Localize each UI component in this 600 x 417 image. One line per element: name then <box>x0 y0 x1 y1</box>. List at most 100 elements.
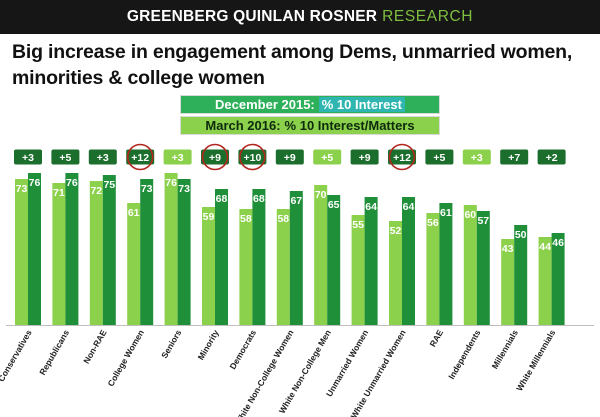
bar-dec-12 <box>463 205 477 325</box>
category-label-12: Independents <box>446 328 482 381</box>
change-label-10: +12 <box>393 152 411 164</box>
bar-mar-11 <box>439 203 453 325</box>
bar-dec-1 <box>52 183 66 325</box>
legend-march-label: March 2016: <box>205 118 281 133</box>
change-label-3: +12 <box>131 152 149 164</box>
category-label-4: Seniors <box>159 328 183 360</box>
legend-march: March 2016: % 10 Interest/Matters <box>180 116 440 135</box>
change-badge-14 <box>537 149 566 165</box>
change-badge-3 <box>126 149 155 165</box>
bar-mar-9 <box>364 197 378 325</box>
bar-mar-5 <box>215 189 228 325</box>
bar-mar-label-8: 65 <box>328 199 340 211</box>
header-banner: GREENBERG QUINLAN ROSNER RESEARCH <box>0 0 600 34</box>
change-badge-12 <box>462 149 491 165</box>
bar-mar-label-10: 64 <box>403 201 415 213</box>
change-badge-1 <box>51 149 80 165</box>
change-badge-2 <box>88 149 117 165</box>
bar-mar-7 <box>289 191 303 325</box>
highlight-circle-6 <box>239 143 266 171</box>
change-label-11: +5 <box>433 152 445 164</box>
category-label-1: Republicans <box>37 328 71 377</box>
bar-dec-label-12: 60 <box>464 209 476 221</box>
brand-accent: RESEARCH <box>382 8 474 25</box>
bar-dec-label-8: 70 <box>315 189 327 201</box>
highlight-circle-10 <box>388 143 416 171</box>
bar-dec-4 <box>164 173 178 325</box>
brand-name: GREENBERG QUINLAN ROSNER <box>126 8 378 25</box>
bar-dec-6 <box>239 209 253 325</box>
change-label-8: +5 <box>321 152 333 164</box>
category-label-9: Unmarried Women <box>324 328 370 398</box>
bar-dec-label-1: 71 <box>53 187 65 199</box>
chart-title: Big increase in engagement among Dems, u… <box>12 41 573 89</box>
bar-dec-11 <box>426 213 440 325</box>
bar-mar-3 <box>140 179 154 325</box>
bar-mar-14 <box>551 233 565 325</box>
category-label-5: Minority <box>196 328 221 362</box>
bar-dec-label-13: 43 <box>502 243 514 255</box>
category-label-6: Democrats <box>228 328 259 371</box>
bar-mar-12 <box>476 211 490 325</box>
bar-mar-label-14: 46 <box>552 237 564 249</box>
bar-mar-label-2: 75 <box>103 179 115 191</box>
bar-mar-label-0: 76 <box>29 177 41 189</box>
category-label-0: Conservatives <box>0 328 34 384</box>
change-badge-10 <box>388 149 416 165</box>
bar-dec-label-5: 59 <box>203 211 215 223</box>
change-label-6: +10 <box>243 152 261 164</box>
category-label-11: RAE <box>427 328 445 349</box>
change-badge-7 <box>275 149 304 165</box>
legend-december-label: December 2015: <box>215 97 315 112</box>
bar-mar-label-5: 68 <box>216 193 228 205</box>
bar-dec-label-7: 58 <box>277 213 289 225</box>
bar-dec-label-2: 72 <box>90 185 102 197</box>
bar-mar-2 <box>102 175 116 325</box>
highlight-circle-3 <box>126 143 154 171</box>
change-label-12: +3 <box>471 152 483 164</box>
bar-mar-label-4: 73 <box>178 183 190 195</box>
change-badge-5 <box>201 149 229 165</box>
bar-mar-label-6: 68 <box>253 193 265 205</box>
category-label-14: White Millennials <box>514 328 557 393</box>
bar-dec-3 <box>127 203 141 325</box>
change-badge-9 <box>350 149 379 165</box>
change-badge-0 <box>14 149 42 165</box>
bar-dec-2 <box>89 181 103 325</box>
category-label-2: Non-RAE <box>81 328 108 366</box>
bar-dec-label-3: 61 <box>128 207 140 219</box>
bar-dec-9 <box>351 215 365 325</box>
bar-mar-label-3: 73 <box>141 183 153 195</box>
bar-mar-6 <box>252 189 266 325</box>
bar-mar-label-1: 76 <box>66 177 78 189</box>
bar-dec-5 <box>202 207 215 325</box>
bar-dec-14 <box>538 237 552 325</box>
change-label-4: +3 <box>172 152 184 164</box>
bar-mar-label-7: 67 <box>290 195 302 207</box>
change-label-5: +9 <box>209 152 221 164</box>
bar-mar-label-9: 64 <box>365 201 377 213</box>
legend-december: December 2015: % 10 Interest <box>180 95 440 114</box>
change-badge-11 <box>425 149 454 165</box>
bar-dec-label-6: 58 <box>240 213 252 225</box>
bar-dec-label-4: 76 <box>165 177 177 189</box>
bar-dec-label-14: 44 <box>539 241 551 253</box>
change-label-2: +3 <box>97 152 109 164</box>
highlight-circle-5 <box>201 143 229 171</box>
change-badge-4 <box>163 149 192 165</box>
change-badge-6 <box>238 149 267 165</box>
bar-mar-8 <box>327 195 341 325</box>
bar-mar-label-13: 50 <box>515 229 527 241</box>
category-label-13: Millennials <box>490 328 521 371</box>
bar-dec-label-11: 56 <box>427 217 439 229</box>
legend-december-suffix: % 10 Interest <box>318 97 405 112</box>
bar-dec-7 <box>276 209 290 325</box>
change-label-9: +9 <box>359 152 371 164</box>
change-label-7: +9 <box>284 152 296 164</box>
change-label-1: +5 <box>59 152 71 164</box>
bar-dec-8 <box>314 185 328 325</box>
bar-mar-label-12: 57 <box>477 215 489 227</box>
bar-dec-label-9: 55 <box>352 219 364 231</box>
bar-mar-0 <box>28 173 41 325</box>
